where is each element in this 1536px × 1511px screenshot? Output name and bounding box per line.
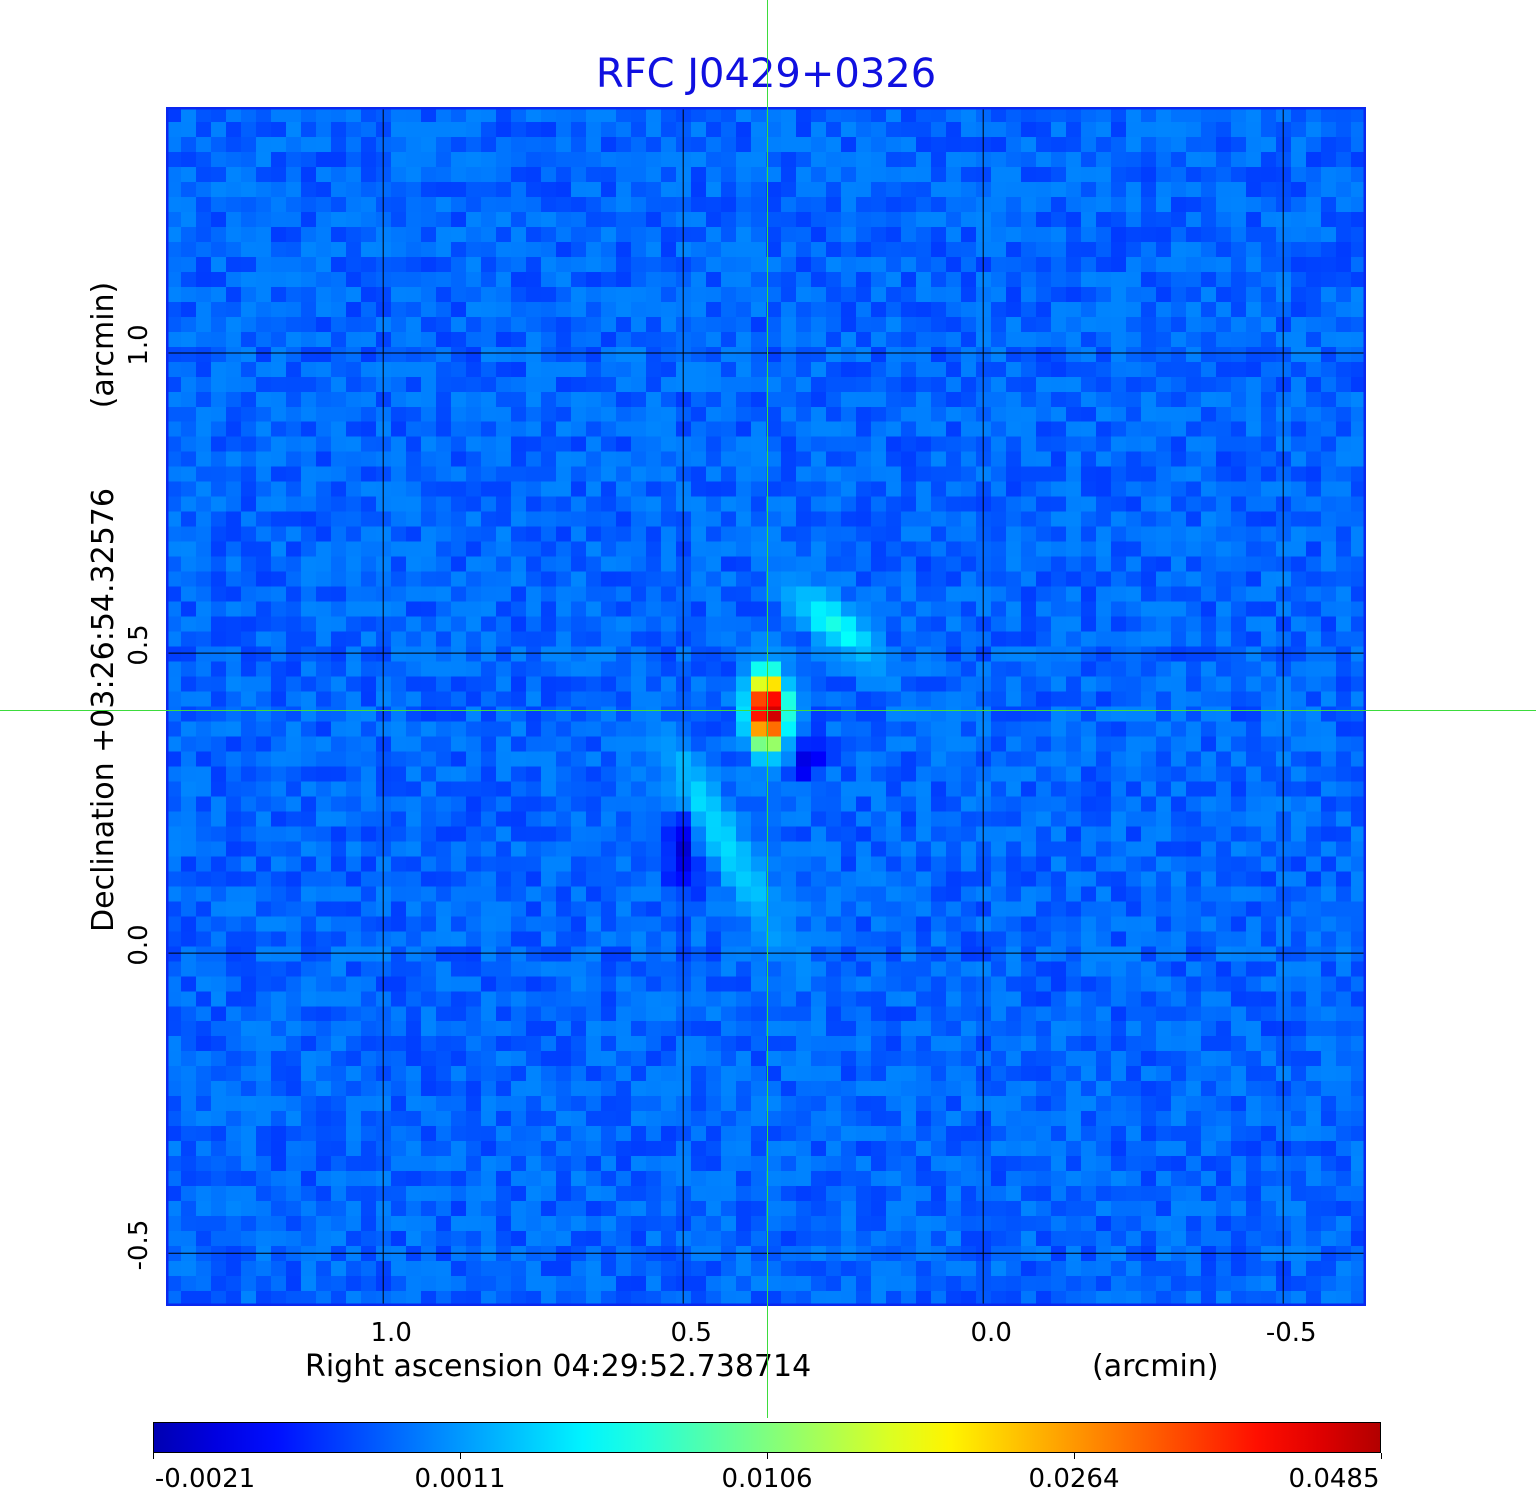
x-tick-label: -0.5 (1265, 1318, 1317, 1348)
colorbar-tick-label: 0.0106 (721, 1464, 813, 1494)
chart-title: RFC J0429+0326 (595, 51, 937, 97)
colorbar-tick-label: 0.0485 (1288, 1464, 1380, 1494)
colorbar-tick-mark (767, 1453, 768, 1459)
x-tick-label: 1.0 (370, 1318, 412, 1348)
y-tick-label: 0.5 (124, 624, 154, 666)
heatmap-image (166, 107, 1366, 1306)
plot-area (166, 107, 1366, 1306)
colorbar-tick-label: 0.0264 (1028, 1464, 1120, 1494)
y-tick-label: -0.5 (124, 1219, 154, 1271)
y-tick-label: 0.0 (124, 924, 154, 966)
x-axis-label: Right ascension 04:29:52.738714 (305, 1349, 812, 1384)
x-tick-label: 0.0 (970, 1318, 1012, 1348)
colorbar-tick-label: -0.0021 (154, 1464, 256, 1494)
grid-overlay (166, 107, 1366, 1306)
x-axis-unit: (arcmin) (1092, 1349, 1219, 1384)
y-tick-label: 1.0 (124, 324, 154, 366)
colorbar (153, 1422, 1381, 1453)
crosshair-horizontal (0, 710, 1536, 712)
plot-frame (166, 107, 1366, 1306)
colorbar-tick-mark (1074, 1453, 1075, 1459)
x-tick-label: 0.5 (670, 1318, 712, 1348)
colorbar-tick-mark (153, 1453, 154, 1459)
colorbar-tick-mark (460, 1453, 461, 1459)
colorbar-tick-mark (1381, 1453, 1382, 1459)
colorbar-tick-label: 0.0011 (414, 1464, 506, 1494)
crosshair-vertical (767, 0, 769, 1418)
y-axis-unit: (arcmin) (86, 281, 121, 409)
